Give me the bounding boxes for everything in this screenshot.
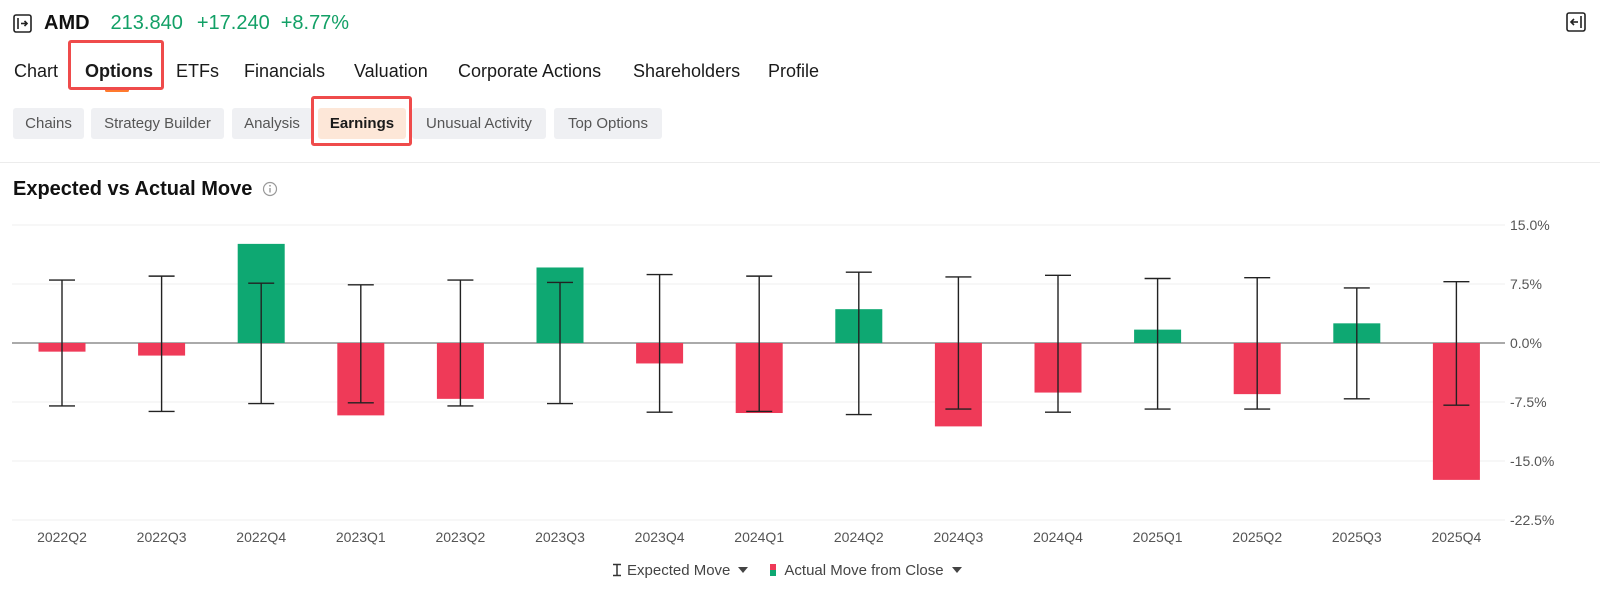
x-tick-label: 2023Q3	[535, 529, 585, 545]
tab-etfs[interactable]: ETFs	[176, 61, 219, 81]
panel-collapse-icon[interactable]	[1566, 12, 1586, 32]
price-change-percent: +8.77%	[280, 11, 350, 34]
x-tick-label: 2025Q2	[1232, 529, 1282, 545]
tab-financials[interactable]: Financials	[244, 61, 326, 81]
legend-expected-label: Expected Move	[627, 561, 731, 579]
subtab-strategy-builder[interactable]: Strategy Builder	[91, 108, 224, 139]
x-tick-label: 2024Q1	[734, 529, 784, 545]
subtab-earnings[interactable]: Earnings	[318, 108, 406, 139]
subtab-top-options[interactable]: Top Options	[554, 108, 662, 139]
tab-profile[interactable]: Profile	[768, 61, 820, 81]
panel-expand-icon[interactable]	[13, 13, 32, 33]
chart-legend: Expected Move Actual Move from Close	[612, 560, 962, 580]
x-tick-label: 2024Q2	[834, 529, 884, 545]
x-tick-label: 2023Q4	[635, 529, 685, 545]
tab-options[interactable]: Options	[85, 61, 153, 81]
chart-title: Expected vs Actual Move	[13, 178, 253, 200]
x-tick-label: 2023Q2	[435, 529, 485, 545]
x-tick-label: 2022Q4	[236, 529, 286, 545]
x-tick-label: 2023Q1	[336, 529, 386, 545]
y-tick-label: 0.0%	[1510, 335, 1542, 351]
legend-actual-label: Actual Move from Close	[784, 561, 944, 579]
x-tick-label: 2024Q3	[933, 529, 983, 545]
subtab-analysis[interactable]: Analysis	[232, 108, 312, 139]
tab-chart[interactable]: Chart	[14, 61, 59, 81]
chevron-down-icon	[951, 567, 962, 573]
expected-vs-actual-chart: 15.0% 7.5% 0.0% -7.5% -15.0% -22.5% 2022Q2 2022…	[12, 217, 1554, 545]
chevron-down-icon	[738, 567, 749, 573]
legend-expected-move[interactable]: Expected Move	[612, 561, 749, 579]
info-icon[interactable]	[262, 181, 278, 197]
subtab-chains[interactable]: Chains	[13, 108, 84, 139]
subtab-unusual-activity[interactable]: Unusual Activity	[412, 108, 546, 139]
legend-actual-move[interactable]: Actual Move from Close	[770, 561, 962, 579]
ticker-symbol: AMD	[44, 11, 90, 34]
y-tick-label: 7.5%	[1510, 276, 1542, 292]
section-divider	[0, 162, 1600, 163]
options-subnav: Chains Strategy Builder Analysis Earning…	[0, 108, 1600, 139]
y-tick-label: 15.0%	[1510, 217, 1550, 233]
price-change: +17.240	[196, 11, 270, 34]
x-tick-label: 2025Q4	[1431, 529, 1481, 545]
y-tick-label: -7.5%	[1510, 394, 1547, 410]
y-tick-label: -15.0%	[1510, 453, 1554, 469]
y-tick-label: -22.5%	[1510, 512, 1554, 528]
x-tick-label: 2022Q3	[137, 529, 187, 545]
x-tick-label: 2024Q4	[1033, 529, 1083, 545]
tab-shareholders[interactable]: Shareholders	[633, 61, 741, 81]
last-price: 213.840	[110, 11, 183, 34]
tab-valuation[interactable]: Valuation	[354, 61, 428, 81]
ticker-header: AMD 213.840 +17.240 +8.77%	[13, 10, 349, 36]
error-bar-icon	[613, 563, 621, 577]
tab-corporate-actions[interactable]: Corporate Actions	[458, 61, 602, 81]
x-tick-label: 2022Q2	[37, 529, 87, 545]
active-tab-indicator	[105, 89, 129, 92]
x-tick-label: 2025Q3	[1332, 529, 1382, 545]
x-tick-label: 2025Q1	[1133, 529, 1183, 545]
bar-swatch-icon	[770, 564, 777, 576]
